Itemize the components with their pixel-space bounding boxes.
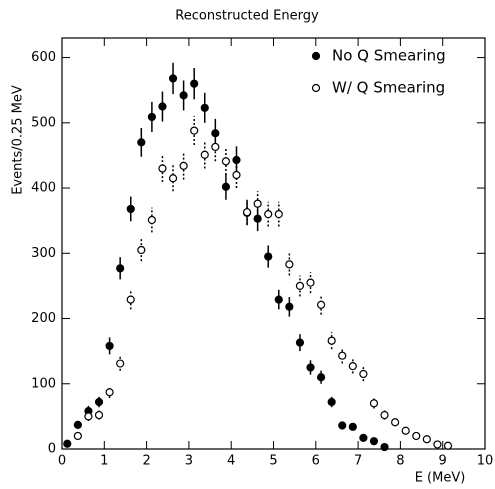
data-point <box>338 421 347 430</box>
data-point <box>359 369 368 379</box>
data-point <box>295 281 305 291</box>
data-point <box>200 103 209 112</box>
data-point <box>73 420 82 429</box>
chart-title: Reconstructed Energy <box>175 9 319 24</box>
data-point <box>264 252 273 261</box>
data-point <box>285 260 294 269</box>
data-point <box>380 410 389 420</box>
data-point <box>105 388 114 397</box>
data-point <box>285 302 294 311</box>
legend-label: W/ Q Smearing <box>332 79 445 97</box>
data-point <box>422 435 431 444</box>
x-tick-label: 6 <box>312 454 320 469</box>
data-point <box>412 431 421 441</box>
data-point <box>359 433 368 443</box>
data-point <box>253 214 262 223</box>
y-tick-label: 300 <box>31 246 56 261</box>
data-point <box>137 245 146 255</box>
data-point <box>63 439 72 448</box>
data-point <box>200 150 209 159</box>
x-tick-label: 0 <box>58 454 66 469</box>
data-point <box>116 359 125 368</box>
plot-frame <box>61 37 486 450</box>
y-axis-label: Events/0.25 MeV <box>11 85 26 195</box>
x-tick-label: 5 <box>269 454 277 469</box>
y-tick-label: 0 <box>48 442 56 457</box>
data-point <box>369 399 379 408</box>
data-point <box>168 74 178 83</box>
legend-label: No Q Smearing <box>332 47 446 65</box>
data-point <box>73 431 82 441</box>
data-point <box>433 440 442 449</box>
data-point <box>126 295 135 304</box>
data-point <box>158 164 167 173</box>
data-point <box>116 264 125 273</box>
x-tick-label: 10 <box>477 454 494 469</box>
data-point <box>348 362 357 371</box>
data-point <box>179 91 188 100</box>
data-point <box>274 295 283 304</box>
data-point <box>264 210 273 219</box>
x-tick-label: 1 <box>100 454 108 469</box>
data-point <box>327 397 336 407</box>
data-point <box>126 204 135 214</box>
data-point <box>211 142 220 152</box>
data-point <box>179 161 188 170</box>
data-point <box>221 157 231 166</box>
legend-marker <box>311 51 321 61</box>
y-tick-label: 200 <box>31 311 56 326</box>
data-point <box>190 79 199 88</box>
data-point <box>327 336 336 345</box>
y-tick-label: 100 <box>31 376 56 391</box>
data-point <box>94 410 104 420</box>
data-point <box>338 351 347 360</box>
x-tick-label: 7 <box>354 454 362 469</box>
data-point <box>158 102 167 111</box>
data-point <box>221 182 231 191</box>
data-point <box>84 412 93 421</box>
data-point <box>168 174 178 183</box>
x-axis-label: E (MeV) <box>415 471 466 486</box>
data-point <box>137 138 146 147</box>
x-tick-label: 9 <box>439 454 447 469</box>
data-point <box>190 126 199 135</box>
data-point <box>232 170 241 180</box>
y-tick-label: 400 <box>31 181 56 196</box>
data-point <box>147 215 156 225</box>
data-point <box>316 373 326 382</box>
data-point <box>380 442 389 452</box>
data-point <box>401 426 410 435</box>
data-point <box>443 441 453 450</box>
y-tick-label: 500 <box>31 115 56 130</box>
data-point <box>94 397 104 407</box>
legend-marker <box>311 83 321 93</box>
data-point <box>242 208 252 217</box>
data-point <box>295 338 305 347</box>
data-point <box>147 112 156 122</box>
data-point <box>306 278 315 287</box>
x-tick-label: 8 <box>396 454 404 469</box>
x-tick-label: 4 <box>227 454 235 469</box>
data-point <box>105 341 114 351</box>
data-point <box>369 437 379 446</box>
data-point <box>348 422 357 431</box>
y-tick-label: 600 <box>31 50 56 65</box>
data-point <box>306 363 315 372</box>
x-tick-label: 3 <box>185 454 193 469</box>
x-tick-label: 2 <box>142 454 150 469</box>
data-point <box>391 418 400 427</box>
data-point <box>253 199 262 208</box>
data-point <box>274 210 283 219</box>
data-point <box>316 300 326 309</box>
